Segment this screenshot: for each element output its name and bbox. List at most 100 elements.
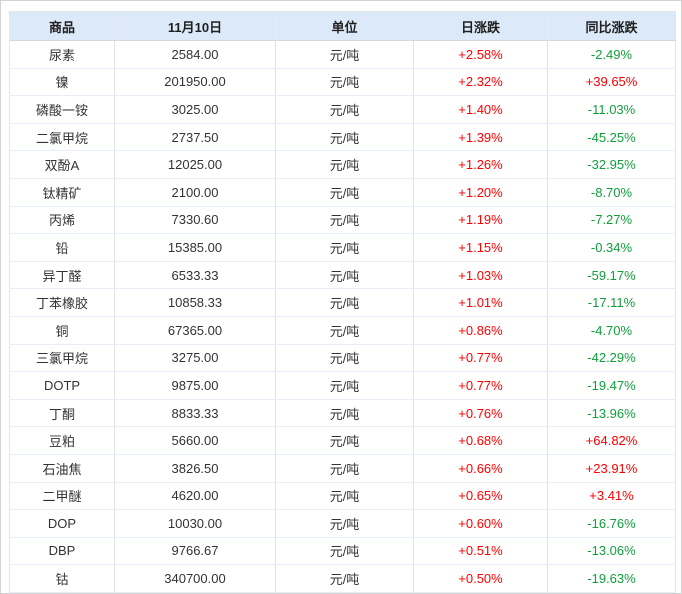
unit-cell: 元/吨 [275, 454, 414, 483]
table-row: 磷酸一铵 3025.00 元/吨 +1.40% -11.03% [9, 95, 676, 124]
header-row: 商品 11月10日 单位 日涨跌 同比涨跌 [9, 11, 676, 41]
day-change-cell: +0.60% [413, 509, 548, 538]
column-header-date: 11月10日 [114, 11, 276, 41]
price-cell: 9875.00 [114, 371, 276, 400]
day-change-cell: +0.76% [413, 399, 548, 428]
commodity-cell: 双酚A [9, 150, 115, 179]
unit-cell: 元/吨 [275, 537, 414, 566]
yoy-change-cell: -13.06% [547, 537, 676, 566]
commodity-cell: 异丁醛 [9, 261, 115, 290]
unit-cell: 元/吨 [275, 426, 414, 455]
unit-cell: 元/吨 [275, 564, 414, 593]
price-cell: 10030.00 [114, 509, 276, 538]
table-row: 石油焦 3826.50 元/吨 +0.66% +23.91% [9, 454, 676, 483]
commodity-cell: 镍 [9, 68, 115, 97]
commodity-cell: 二氯甲烷 [9, 123, 115, 152]
yoy-change-cell: -7.27% [547, 206, 676, 235]
price-cell: 3025.00 [114, 95, 276, 124]
table-row: 钛精矿 2100.00 元/吨 +1.20% -8.70% [9, 178, 676, 207]
day-change-cell: +0.65% [413, 482, 548, 511]
day-change-cell: +1.40% [413, 95, 548, 124]
table-row: 丁酮 8833.33 元/吨 +0.76% -13.96% [9, 399, 676, 428]
unit-cell: 元/吨 [275, 95, 414, 124]
table-row: 钴 340700.00 元/吨 +0.50% -19.63% [9, 564, 676, 593]
commodity-cell: 磷酸一铵 [9, 95, 115, 124]
commodity-cell: 尿素 [9, 40, 115, 69]
yoy-change-cell: +39.65% [547, 68, 676, 97]
column-header-yoy-change: 同比涨跌 [547, 11, 676, 41]
price-cell: 67365.00 [114, 316, 276, 345]
yoy-change-cell: -13.96% [547, 399, 676, 428]
unit-cell: 元/吨 [275, 123, 414, 152]
price-cell: 7330.60 [114, 206, 276, 235]
commodity-cell: 二甲醚 [9, 482, 115, 511]
day-change-cell: +2.32% [413, 68, 548, 97]
commodity-cell: 铜 [9, 316, 115, 345]
yoy-change-cell: +23.91% [547, 454, 676, 483]
table-row: 三氯甲烷 3275.00 元/吨 +0.77% -42.29% [9, 344, 676, 373]
unit-cell: 元/吨 [275, 40, 414, 69]
table-row: 异丁醛 6533.33 元/吨 +1.03% -59.17% [9, 261, 676, 290]
yoy-change-cell: -42.29% [547, 344, 676, 373]
yoy-change-cell: -2.49% [547, 40, 676, 69]
unit-cell: 元/吨 [275, 399, 414, 428]
price-cell: 10858.33 [114, 288, 276, 317]
unit-cell: 元/吨 [275, 261, 414, 290]
price-cell: 3275.00 [114, 344, 276, 373]
unit-cell: 元/吨 [275, 68, 414, 97]
yoy-change-cell: -59.17% [547, 261, 676, 290]
day-change-cell: +1.01% [413, 288, 548, 317]
table-row: 铜 67365.00 元/吨 +0.86% -4.70% [9, 316, 676, 345]
price-cell: 4620.00 [114, 482, 276, 511]
day-change-cell: +0.51% [413, 537, 548, 566]
yoy-change-cell: +3.41% [547, 482, 676, 511]
commodity-price-table: 商品 11月10日 单位 日涨跌 同比涨跌 尿素 2584.00 元/吨 +2.58% -2.4… [9, 11, 676, 593]
yoy-change-cell: -45.25% [547, 123, 676, 152]
table-body: 尿素 2584.00 元/吨 +2.58% -2.49% 镍 201950.00 元/吨 +2.… [9, 40, 676, 593]
unit-cell: 元/吨 [275, 482, 414, 511]
commodity-cell: 钛精矿 [9, 178, 115, 207]
yoy-change-cell: -16.76% [547, 509, 676, 538]
price-cell: 9766.67 [114, 537, 276, 566]
table-row: 铅 15385.00 元/吨 +1.15% -0.34% [9, 233, 676, 262]
day-change-cell: +1.26% [413, 150, 548, 179]
commodity-cell: 石油焦 [9, 454, 115, 483]
table-row: 丁苯橡胶 10858.33 元/吨 +1.01% -17.11% [9, 288, 676, 317]
day-change-cell: +0.86% [413, 316, 548, 345]
day-change-cell: +0.66% [413, 454, 548, 483]
commodity-cell: DOP [9, 509, 115, 538]
unit-cell: 元/吨 [275, 150, 414, 179]
yoy-change-cell: +64.82% [547, 426, 676, 455]
commodity-cell: DBP [9, 537, 115, 566]
commodity-cell: 钴 [9, 564, 115, 593]
column-header-unit: 单位 [275, 11, 414, 41]
yoy-change-cell: -8.70% [547, 178, 676, 207]
price-cell: 15385.00 [114, 233, 276, 262]
table-row: 丙烯 7330.60 元/吨 +1.19% -7.27% [9, 206, 676, 235]
unit-cell: 元/吨 [275, 509, 414, 538]
price-cell: 3826.50 [114, 454, 276, 483]
day-change-cell: +1.20% [413, 178, 548, 207]
yoy-change-cell: -17.11% [547, 288, 676, 317]
unit-cell: 元/吨 [275, 371, 414, 400]
day-change-cell: +2.58% [413, 40, 548, 69]
commodity-cell: 铅 [9, 233, 115, 262]
price-cell: 8833.33 [114, 399, 276, 428]
table-row: 二甲醚 4620.00 元/吨 +0.65% +3.41% [9, 482, 676, 511]
yoy-change-cell: -4.70% [547, 316, 676, 345]
unit-cell: 元/吨 [275, 344, 414, 373]
unit-cell: 元/吨 [275, 178, 414, 207]
commodity-cell: 丁酮 [9, 399, 115, 428]
yoy-change-cell: -19.47% [547, 371, 676, 400]
day-change-cell: +1.15% [413, 233, 548, 262]
price-cell: 2737.50 [114, 123, 276, 152]
commodity-cell: 丁苯橡胶 [9, 288, 115, 317]
table-row: DOTP 9875.00 元/吨 +0.77% -19.47% [9, 371, 676, 400]
price-cell: 12025.00 [114, 150, 276, 179]
table-row: 镍 201950.00 元/吨 +2.32% +39.65% [9, 68, 676, 97]
day-change-cell: +0.77% [413, 371, 548, 400]
day-change-cell: +0.68% [413, 426, 548, 455]
day-change-cell: +0.50% [413, 564, 548, 593]
column-header-day-change: 日涨跌 [413, 11, 548, 41]
